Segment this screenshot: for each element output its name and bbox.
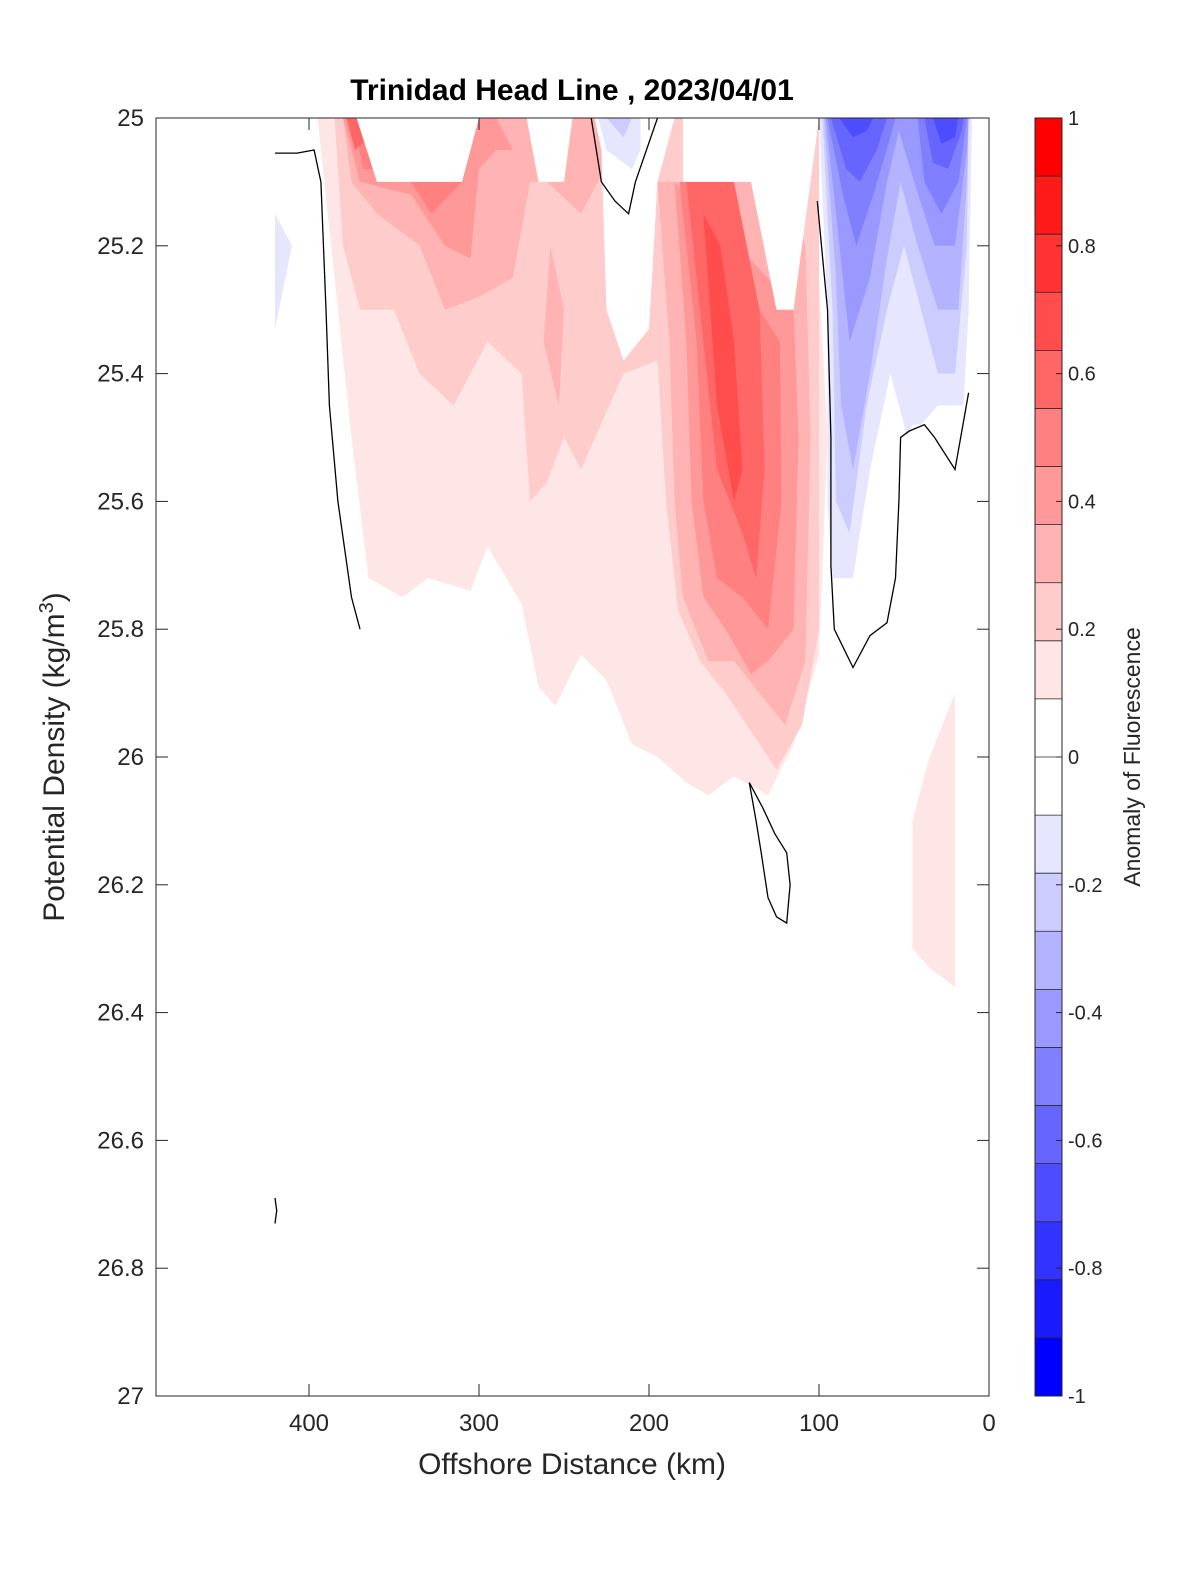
zero-contour-line-2 [816, 201, 970, 669]
colorbar-band [1035, 698, 1062, 758]
colorbar-band [1035, 815, 1062, 874]
zero-contour-line-4 [274, 1197, 278, 1224]
y-tick-label: 25.4 [97, 361, 144, 388]
y-axis-label-superscript: 3 [36, 602, 58, 613]
x-axis: 400 300 200 100 0 [289, 118, 996, 1437]
y-tick-label: 25 [117, 105, 144, 132]
y-tick-label: 25.8 [97, 616, 144, 643]
contour-region-26 [830, 118, 887, 182]
colorbar-tick-label: -0.8 [1068, 1258, 1102, 1280]
colorbar-tick-label: -1 [1068, 1386, 1086, 1408]
colorbar-tick-label: 1 [1068, 108, 1079, 130]
x-tick-label: 400 [289, 1410, 329, 1437]
x-axis-label: Offshore Distance (km) [418, 1448, 726, 1481]
x-tick-label: 100 [799, 1410, 839, 1437]
colorbar-tick-label: 0.2 [1068, 619, 1096, 641]
y-tick-label: 25.6 [97, 488, 144, 515]
colorbar-tick-label: 0.4 [1068, 491, 1096, 513]
contour-region-19 [275, 213, 292, 329]
colorbar-band [1035, 1221, 1062, 1281]
y-tick-label: 26.2 [97, 872, 144, 899]
colorbar-band [1035, 118, 1062, 177]
colorbar-band [1035, 466, 1062, 526]
colorbar-band [1035, 350, 1062, 409]
contour-region-29 [932, 118, 959, 144]
colorbar-tick-label: -0.2 [1068, 875, 1102, 897]
y-axis-label-main: Potential Density (kg/m [38, 613, 71, 921]
colorbar-band [1035, 989, 1062, 1048]
y-tick-label: 27 [117, 1383, 144, 1410]
y-axis: 25 25.2 25.4 25.6 25.8 26 26.2 26.4 26.6 26.8 27 [97, 105, 989, 1410]
colorbar-band [1035, 582, 1062, 642]
colorbar-band [1035, 1279, 1062, 1339]
y-tick-label: 25.2 [97, 233, 144, 260]
contour-region-28 [839, 118, 874, 138]
zero-contour-layer [274, 118, 970, 1224]
colorbar [1035, 118, 1062, 1397]
x-tick-label: 300 [459, 1410, 499, 1437]
zero-contour-line-1 [590, 118, 659, 216]
contour-fill-layer [275, 118, 972, 987]
x-tick-label: 0 [982, 1410, 995, 1437]
contour-region-13 [356, 118, 479, 182]
colorbar-band [1035, 292, 1062, 351]
contour-region-1 [912, 693, 955, 987]
y-axis-label: Potential Density (kg/m3) [36, 592, 71, 922]
y-tick-label: 26 [117, 744, 144, 771]
colorbar-band [1035, 873, 1062, 932]
chart-title: Trinidad Head Line , 2023/04/01 [350, 74, 794, 107]
colorbar-tick-label: 0.6 [1068, 364, 1096, 386]
colorbar-band [1035, 408, 1062, 468]
colorbar-band [1035, 931, 1062, 990]
contour-region-14 [526, 118, 573, 182]
colorbar-band [1035, 176, 1062, 235]
contour-region-4 [543, 245, 564, 406]
colorbar-band [1035, 1163, 1062, 1223]
colorbar-tick-label: 0 [1068, 747, 1079, 769]
y-tick-label: 26.6 [97, 1127, 144, 1154]
y-axis-label-close: ) [38, 592, 71, 602]
colorbar-band [1035, 234, 1062, 293]
y-tick-label: 26.8 [97, 1255, 144, 1282]
colorbar-tick-label: -0.6 [1068, 1130, 1102, 1152]
y-tick-label: 26.4 [97, 1000, 144, 1027]
colorbar-ticks: 1 0.8 0.6 0.4 0.2 0 -0.2 -0.4 -0.6 -0.8 -1 [1056, 108, 1102, 1408]
zero-contour-line-0 [275, 149, 361, 630]
colorbar-band [1035, 757, 1062, 816]
contour-region-15 [594, 118, 675, 361]
colorbar-band [1035, 640, 1062, 700]
contour-region-16 [683, 118, 819, 310]
x-tick-label: 200 [629, 1410, 669, 1437]
zero-contour-line-3 [748, 782, 791, 925]
colorbar-band [1035, 1105, 1062, 1165]
colorbar-band [1035, 1337, 1062, 1397]
colorbar-tick-label: 0.8 [1068, 236, 1096, 258]
contour-region-18 [598, 118, 641, 170]
contour-region-12 [703, 213, 743, 502]
colorbar-tick-label: -0.4 [1068, 1003, 1102, 1025]
contour-region-21 [606, 118, 632, 138]
colorbar-band [1035, 1047, 1062, 1107]
colorbar-band [1035, 524, 1062, 584]
colorbar-label: Anomaly of Fluorescence [1119, 627, 1145, 887]
